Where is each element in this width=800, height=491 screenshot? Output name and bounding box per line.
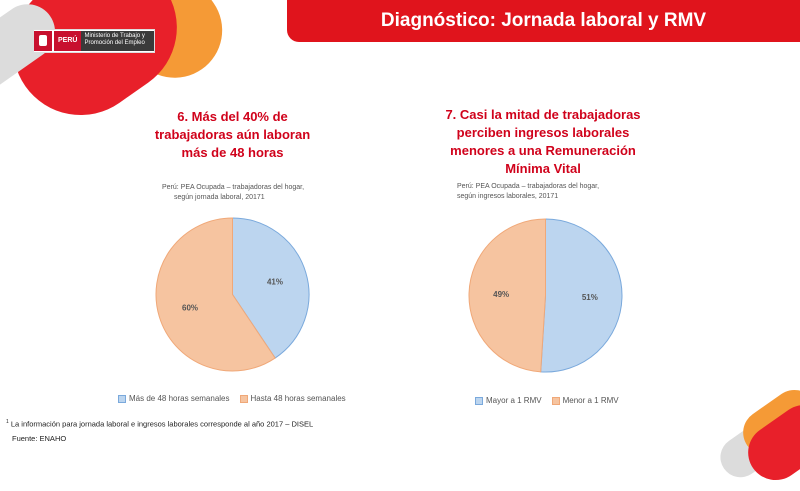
chart-1-heading-line: más de 48 horas bbox=[181, 145, 284, 160]
pie-slice-2 bbox=[468, 218, 546, 373]
source-note: Fuente: ENAHO bbox=[12, 434, 67, 443]
chart-2-legend: Mayor a 1 RMV Menor a 1 RMV bbox=[475, 396, 619, 405]
pie-data-label-2: 49% bbox=[493, 290, 509, 299]
pie-slice-1 bbox=[540, 218, 623, 373]
pie-data-label-1: 41% bbox=[267, 278, 283, 287]
chart-1-heading: 6. Más del 40% de trabajadoras aún labor… bbox=[130, 108, 335, 162]
coat-of-arms-icon bbox=[34, 31, 52, 51]
legend-label: Mayor a 1 RMV bbox=[486, 396, 542, 405]
pie-chart-jornada: 41% 60% bbox=[155, 217, 310, 372]
pie-data-label-1: 51% bbox=[582, 293, 598, 302]
legend-entry-2: Menor a 1 RMV bbox=[551, 396, 619, 405]
pie-slice-2 bbox=[155, 217, 276, 372]
chart-2-subtitle-line: Perú: PEA Ocupada – trabajadoras del hog… bbox=[457, 183, 600, 190]
footnote-marker: 1 bbox=[6, 419, 9, 425]
footnote: 1 La información para jornada laboral e … bbox=[6, 419, 313, 429]
legend-label: Hasta 48 horas semanales bbox=[250, 394, 346, 403]
chart-1-subtitle: Perú: PEA Ocupada – trabajadoras del hog… bbox=[162, 183, 304, 203]
legend-label: Más de 48 horas semanales bbox=[129, 394, 230, 403]
chart-1-heading-line: 6. Más del 40% de bbox=[177, 109, 288, 124]
chart-1-subtitle-line: según jornada laboral, 20171 bbox=[174, 194, 265, 201]
legend-swatch bbox=[475, 396, 483, 405]
legend-entry-2: Hasta 48 horas semanales bbox=[239, 394, 346, 403]
legend-entry-1: Mayor a 1 RMV bbox=[475, 396, 542, 405]
footnote-text: La información para jornada laboral e in… bbox=[8, 419, 314, 429]
logo-country: PERÚ bbox=[54, 31, 82, 51]
page-title: Diagnóstico: Jornada laboral y RMV bbox=[287, 0, 800, 42]
chart-1-legend: Más de 48 horas semanales Hasta 48 horas … bbox=[118, 394, 346, 403]
legend-swatch bbox=[551, 396, 560, 405]
chart-2-heading-line: 7. Casi la mitad de trabajadoras bbox=[445, 107, 641, 122]
pie-slice-1 bbox=[232, 217, 310, 359]
legend-swatch bbox=[239, 394, 248, 403]
chart-2-heading-line: perciben ingresos laborales bbox=[456, 125, 630, 140]
chart-2-heading: 7. Casi la mitad de trabajadoras percibe… bbox=[423, 106, 663, 178]
legend-swatch bbox=[118, 394, 126, 403]
chart-1-heading-line: trabajadoras aún laboran bbox=[154, 127, 311, 142]
logo-ministry: Ministerio de Trabajo y Promoción del Em… bbox=[81, 31, 154, 51]
pie-chart-rmv: 51% 49% bbox=[468, 218, 623, 373]
chart-1-subtitle-line: Perú: PEA Ocupada – trabajadoras del hog… bbox=[162, 184, 305, 191]
chart-2-subtitle: Perú: PEA Ocupada – trabajadoras del hog… bbox=[457, 182, 599, 202]
chart-2-heading-line: Mínima Vital bbox=[505, 161, 581, 176]
chart-2-subtitle-line: según ingresos laborales, 20171 bbox=[457, 193, 559, 200]
legend-label: Menor a 1 RMV bbox=[562, 396, 619, 405]
legend-entry-1: Más de 48 horas semanales bbox=[118, 394, 230, 403]
chart-2-heading-line: menores a una Remuneración bbox=[450, 143, 636, 158]
ministry-logo: PERÚ Ministerio de Trabajo y Promoción d… bbox=[33, 29, 155, 53]
pie-data-label-2: 60% bbox=[182, 303, 198, 312]
